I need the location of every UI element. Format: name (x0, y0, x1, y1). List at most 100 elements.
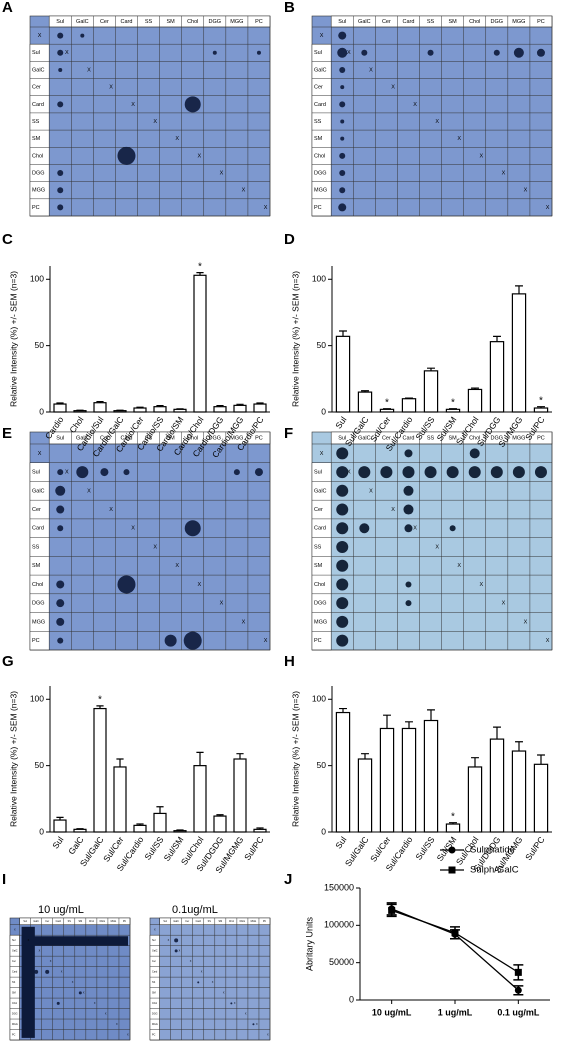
bar (358, 759, 371, 832)
blot-cross: X (38, 451, 42, 457)
blot-row-label: Card (314, 526, 326, 532)
blot-cross: X (347, 470, 351, 476)
bar (214, 816, 226, 832)
blot-spot (535, 466, 547, 478)
blot-spot (80, 34, 84, 38)
blot-spot (100, 468, 108, 476)
blot-row-label: PC (12, 1033, 16, 1036)
blot-spot (450, 525, 456, 531)
blot-cross: X (524, 188, 528, 194)
blot-column-label: Card (403, 19, 415, 25)
error-bar (383, 715, 391, 728)
blot-spot (57, 170, 63, 176)
blot-column-label: MGG (251, 920, 257, 923)
significance-mark: * (385, 397, 389, 408)
blot-row-label: MGG (12, 1023, 18, 1026)
blot-spot (56, 618, 64, 626)
blot-spot (337, 48, 347, 58)
blot-spot (336, 560, 348, 572)
blot-row-label: DGG (314, 601, 327, 607)
blot-cross: X (413, 102, 417, 108)
blot-row-label: DGG (314, 170, 327, 176)
marker (388, 907, 395, 914)
y-tick-label: 0 (349, 994, 354, 1004)
blot-column-label: GalC (173, 920, 179, 923)
blot-row-label: Card (32, 102, 44, 108)
blot-column-label: Card (196, 920, 202, 923)
blot-spot (402, 466, 414, 478)
blot-row-label: SS (12, 981, 16, 984)
blot-column-label: PC (255, 19, 263, 25)
blot-spot (339, 153, 345, 159)
blot-row-label: Card (314, 102, 326, 108)
bar (424, 721, 437, 832)
bar (402, 728, 415, 832)
y-tick-label: 100 (30, 694, 44, 704)
bar (194, 275, 206, 412)
error-bar (493, 727, 501, 739)
blot-cross: X (242, 619, 246, 625)
blot-cross: X (480, 153, 484, 159)
blot-membrane (312, 432, 552, 650)
bar (214, 407, 226, 412)
blot-cross: X (220, 601, 224, 607)
blot-cross: X (87, 67, 91, 73)
blot-row-label: SM (314, 563, 323, 569)
blot-column-label: Cer (185, 920, 189, 923)
blot-spot (57, 187, 63, 193)
blot-cross: X (131, 102, 135, 108)
blot-cross: X (131, 526, 135, 532)
blot-column-label: DGG (240, 920, 246, 923)
panel-label: B (284, 0, 295, 16)
blot-spot (491, 466, 503, 478)
bar (174, 409, 186, 412)
blot-cross: X (198, 153, 202, 159)
error-bar (537, 755, 545, 764)
blot-spot (57, 33, 63, 39)
blot-row-label: Cer (314, 507, 323, 513)
blot-column-label: SS (208, 920, 212, 923)
x-tick-label: Sul (333, 415, 348, 431)
blot-spot (57, 469, 63, 475)
panel-label: I (2, 871, 6, 888)
blot-row-label: MGG (314, 188, 327, 194)
panel-title: 0.1ug/mL (172, 904, 218, 916)
blot-row-label: PC (314, 205, 322, 211)
blot-cross: X (369, 67, 373, 73)
blot-column-label: MGG (230, 19, 243, 25)
blot-spot (403, 505, 413, 515)
y-tick-label: 0 (321, 826, 326, 836)
blot-spot (537, 49, 545, 57)
panel-title: 10 ug/mL (38, 904, 84, 916)
blot-row-label: Sul (32, 470, 40, 476)
blot-spot (403, 486, 413, 496)
blot-spot (56, 580, 64, 588)
blot-cross: X (413, 526, 417, 532)
blot-spot (336, 635, 348, 647)
bar (114, 767, 126, 832)
bar (174, 831, 186, 832)
blot-row-label: GalC (152, 950, 158, 953)
blot-row-label: SM (32, 136, 41, 142)
blot-spot (252, 1023, 254, 1025)
blot-spot (76, 466, 88, 478)
y-tick-label: 50 (35, 760, 45, 770)
blot-row-label: Card (152, 971, 158, 974)
blot-row-label: DGG (12, 1012, 18, 1015)
blot-spot (34, 970, 38, 974)
blot-row-label: Chol (32, 582, 43, 588)
blot-column-label: GalC (358, 19, 371, 25)
blot-spot (425, 466, 437, 478)
blot-cross: X (242, 188, 246, 194)
x-tick-label: 10 ug/mL (372, 1007, 412, 1017)
blot-cross: X (457, 136, 461, 142)
bar (402, 399, 415, 412)
blot-spot (404, 449, 412, 457)
blot-spot (58, 68, 62, 72)
blot-column-label: MGG (111, 920, 117, 923)
blot-cross: X (502, 170, 506, 176)
blot-spot (336, 447, 348, 459)
x-tick-label: Sul/SS (413, 834, 436, 861)
blot-row-label: GalC (314, 488, 327, 494)
blot-spot (55, 486, 65, 496)
